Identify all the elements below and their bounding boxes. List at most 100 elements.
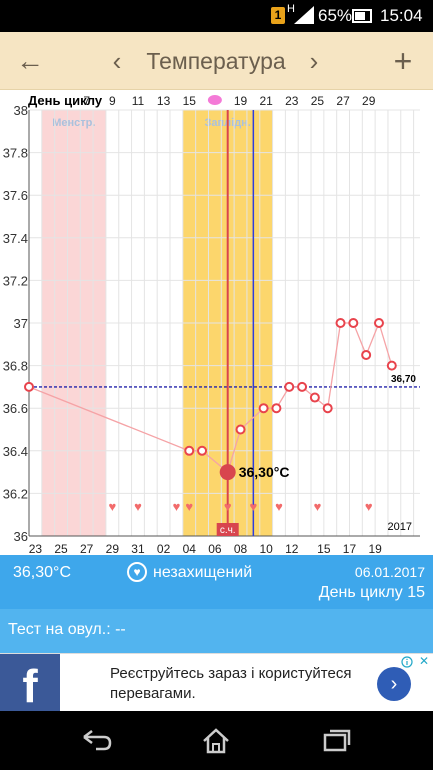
ad-info-icon[interactable] xyxy=(401,656,413,668)
selected-cycle-day: День циклу 15 xyxy=(318,584,425,601)
temperature-point xyxy=(348,318,359,328)
temperature-line xyxy=(28,321,393,474)
heart-icon: ♥ xyxy=(185,499,193,514)
cycle-day-tick: 9 xyxy=(109,94,116,108)
marker-label-background xyxy=(216,523,239,536)
menstrual-band-label: Менстр. xyxy=(52,117,95,129)
year-label: 2017 xyxy=(388,521,412,533)
heart-icon: ♥ xyxy=(127,562,147,582)
selected-temperature-point xyxy=(219,464,236,481)
temperature-point xyxy=(24,381,34,392)
date-tick: 12 xyxy=(285,542,299,555)
heart-icon: ♥ xyxy=(108,499,116,514)
network-type: H xyxy=(287,3,295,15)
ad-open-button[interactable]: › xyxy=(377,667,411,701)
next-cycle-button[interactable]: › xyxy=(309,46,319,76)
back-button[interactable]: ← xyxy=(16,45,44,76)
cycle-day-header-label: День циклу xyxy=(28,93,103,108)
cycle-day-tick: 13 xyxy=(157,94,171,108)
cycle-day-tick: 25 xyxy=(311,94,325,108)
temperature-point xyxy=(297,381,308,392)
battery-percent: 65% xyxy=(318,6,353,25)
previous-cycle-button[interactable]: ‹ xyxy=(112,46,122,76)
heart-icon: ♥ xyxy=(275,499,283,514)
selected-temperature-label: 36,30°C xyxy=(239,464,290,480)
navigation-bar xyxy=(0,711,433,770)
temperature-point xyxy=(184,445,195,456)
cycle-day-tick: 29 xyxy=(362,94,376,108)
y-tick-label: 37 xyxy=(14,316,28,331)
selected-date: 06.01.2017 xyxy=(354,564,425,580)
y-tick-label: 36.4 xyxy=(3,444,28,459)
ad-banner[interactable]: f Реєструйтесь зараз і користуйтеся пере… xyxy=(0,653,433,712)
date-tick: 06 xyxy=(208,542,222,555)
ovulation-test-value: Тест на овул.: -- xyxy=(8,621,126,638)
battery-icon xyxy=(352,9,372,23)
date-tick: 25 xyxy=(54,542,68,555)
temperature-point xyxy=(322,403,333,414)
date-tick: 08 xyxy=(234,542,248,555)
app-bar: ← ‹ Температура › + xyxy=(0,32,433,90)
cycle-day-tick: 23 xyxy=(285,94,299,108)
heart-icon: ♥ xyxy=(314,499,322,514)
y-tick-label: 38 xyxy=(14,103,28,118)
temperature-point xyxy=(373,318,384,328)
ovulation-day-icon xyxy=(207,95,222,105)
temperature-point xyxy=(309,392,320,403)
date-tick: 29 xyxy=(106,542,120,555)
ad-close-icon[interactable]: ✕ xyxy=(418,654,429,668)
y-tick-label: 37.6 xyxy=(3,188,28,203)
y-tick-label: 36.8 xyxy=(3,359,28,374)
y-tick-label: 37.2 xyxy=(3,273,28,288)
temperature-point xyxy=(361,349,372,360)
temperature-chart[interactable]: День циклуМенстр.Заплідн.3636.236.436.63… xyxy=(0,90,433,555)
cycle-day-tick: 27 xyxy=(336,94,350,108)
heart-icon: ♥ xyxy=(249,499,257,514)
selected-temperature: 36,30°C xyxy=(13,564,71,581)
temperature-point xyxy=(335,318,346,328)
temperature-point xyxy=(258,403,269,414)
status-bar: 1 H 65% 15:04 xyxy=(0,0,433,32)
coverline-label: 36,70 xyxy=(391,374,416,385)
signal-icon xyxy=(292,0,316,32)
nav-back-icon[interactable] xyxy=(66,711,126,770)
marker-label: с.ч. xyxy=(220,525,236,536)
ovulation-test-bar[interactable]: Тест на овул.: -- xyxy=(0,609,433,653)
cycle-day-tick: 11 xyxy=(132,94,145,108)
clock: 15:04 xyxy=(380,6,423,25)
temperature-point xyxy=(386,360,397,371)
protection-status: незахищений xyxy=(153,564,253,581)
cycle-day-tick: 15 xyxy=(183,94,197,108)
date-tick: 27 xyxy=(80,542,94,555)
y-tick-label: 37.4 xyxy=(3,231,28,246)
y-tick-label: 37.8 xyxy=(3,146,28,161)
nav-home-icon[interactable] xyxy=(186,711,246,770)
screen-title: Температура xyxy=(146,48,286,74)
date-tick: 15 xyxy=(317,542,331,555)
temperature-point xyxy=(284,381,295,392)
y-tick-label: 36 xyxy=(14,529,28,544)
y-tick-label: 36.6 xyxy=(3,401,28,416)
heart-icon: ♥ xyxy=(134,499,142,514)
cycle-day-tick: 19 xyxy=(234,94,248,108)
summary-bar: 36,30°C ♥ незахищений 06.01.2017 День ци… xyxy=(0,555,433,609)
facebook-logo-icon: f xyxy=(0,654,60,712)
heart-icon: ♥ xyxy=(365,499,373,514)
cycle-day-tick: 21 xyxy=(259,94,273,108)
notification-icon: 1 xyxy=(271,7,285,24)
temperature-point xyxy=(271,403,282,414)
date-tick: 02 xyxy=(157,542,171,555)
date-tick: 10 xyxy=(259,542,273,555)
heart-icon: ♥ xyxy=(173,499,181,514)
add-entry-button[interactable]: + xyxy=(393,43,413,79)
date-tick: 17 xyxy=(343,542,357,555)
date-tick: 23 xyxy=(29,542,43,555)
date-tick: 04 xyxy=(183,542,197,555)
nav-recents-icon[interactable] xyxy=(306,711,366,770)
heart-icon: ♥ xyxy=(224,499,232,514)
y-tick-label: 36.2 xyxy=(3,486,28,501)
ad-text: Реєструйтесь зараз і користуйтеся перева… xyxy=(110,665,352,702)
date-tick: 31 xyxy=(131,542,145,555)
cycle-day-tick: 7 xyxy=(83,94,90,108)
date-tick: 19 xyxy=(368,542,382,555)
